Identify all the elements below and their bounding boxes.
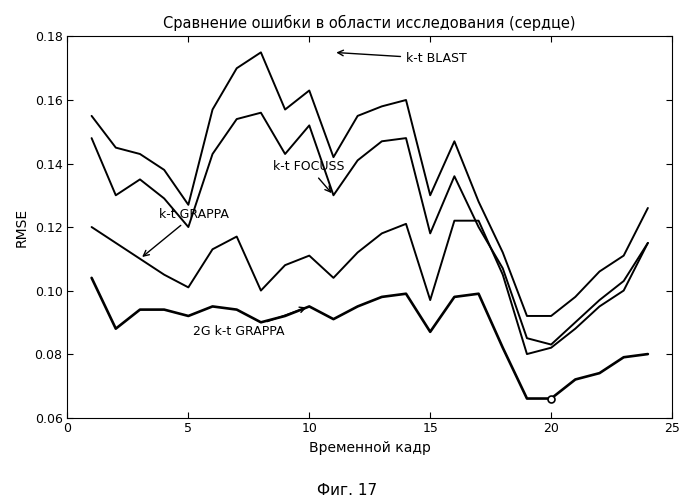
Text: Фиг. 17: Фиг. 17: [318, 483, 377, 498]
X-axis label: Временной кадр: Временной кадр: [309, 441, 431, 455]
Title: Сравнение ошибки в области исследования (сердце): Сравнение ошибки в области исследования …: [163, 15, 576, 31]
Text: k-t GRAPPA: k-t GRAPPA: [143, 208, 229, 256]
Y-axis label: RMSE: RMSE: [15, 208, 29, 246]
Text: 2G k-t GRAPPA: 2G k-t GRAPPA: [193, 307, 305, 338]
Text: k-t FOCUSS: k-t FOCUSS: [273, 160, 345, 192]
Text: k-t BLAST: k-t BLAST: [338, 50, 467, 65]
